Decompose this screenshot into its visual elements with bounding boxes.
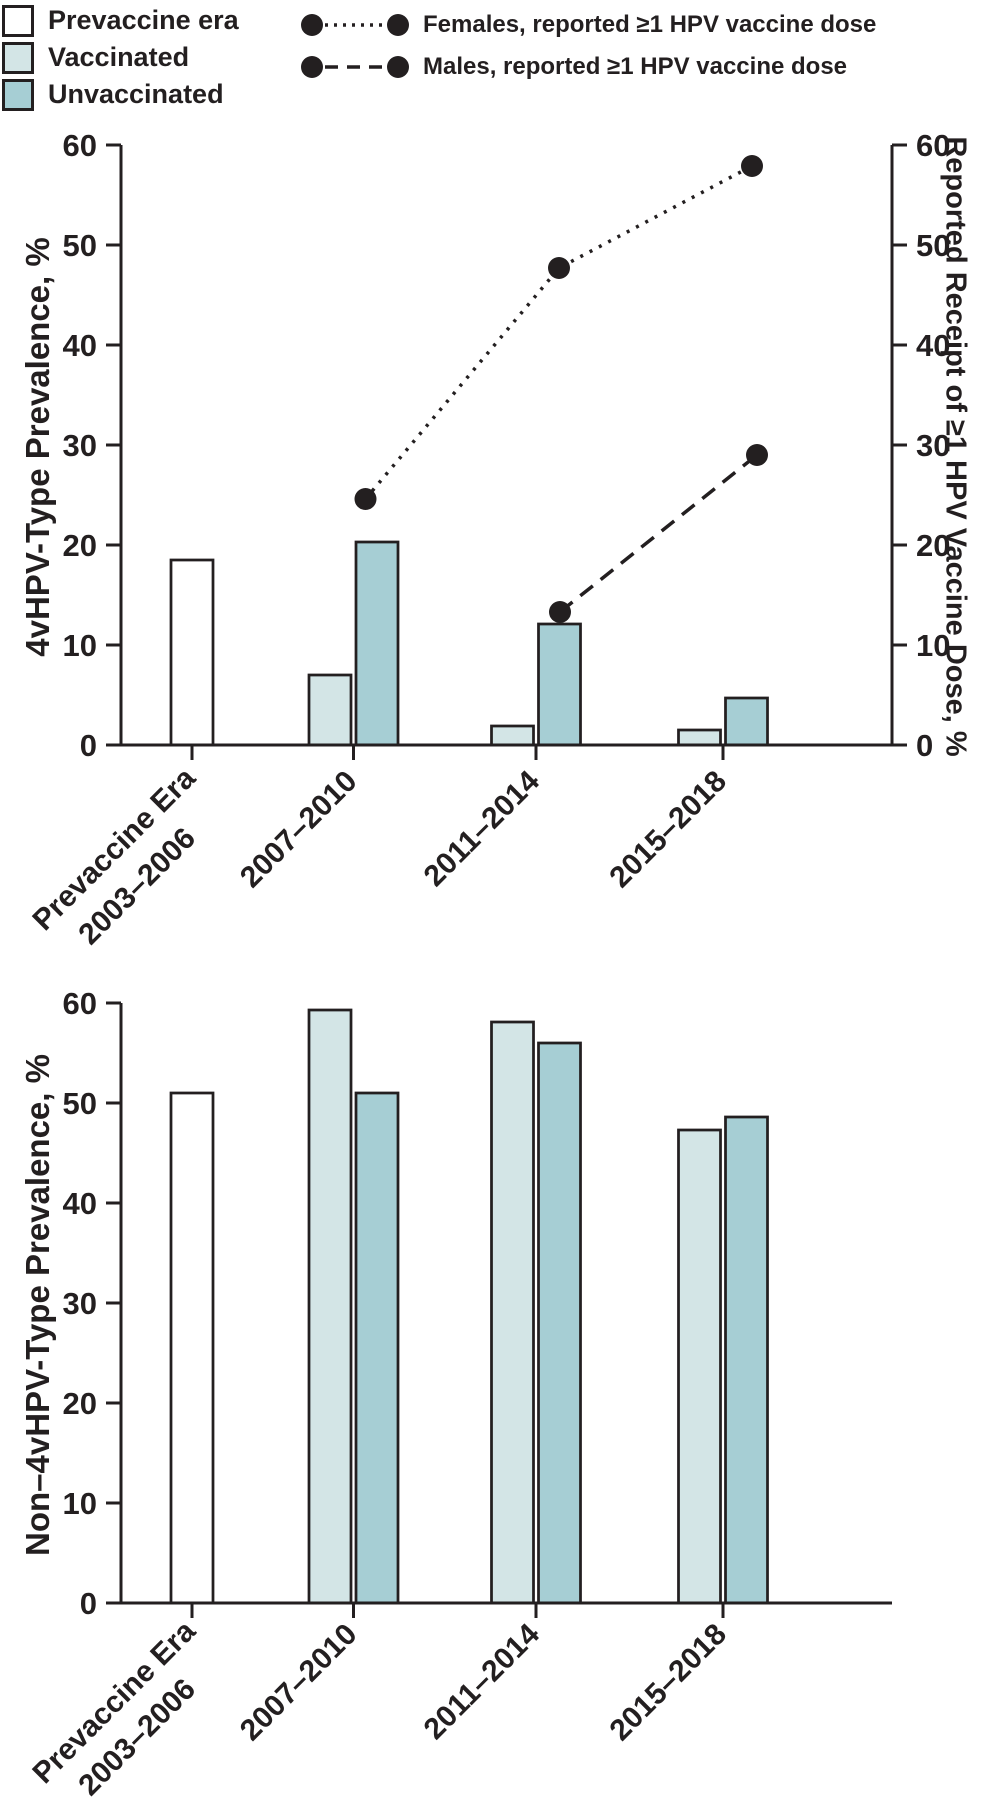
bar-unvaccinated-2007-2010 bbox=[354, 540, 400, 747]
vaccinated-swatch bbox=[2, 41, 34, 74]
y-axis-tick-label: 0 bbox=[80, 728, 97, 763]
y-axis-tick-label: 40 bbox=[63, 328, 97, 363]
y-axis-tick-label: 0 bbox=[80, 1586, 97, 1621]
right-y-axis-tick-label: 20 bbox=[916, 528, 950, 563]
males-dashed-line bbox=[558, 453, 759, 614]
line-legend: Females, reported ≥1 HPV vaccine dose Ma… bbox=[299, 4, 876, 88]
right-y-axis-tick-label: 0 bbox=[916, 728, 933, 763]
category-label: 2011–2014 bbox=[418, 764, 547, 893]
category-label: 2015–2018 bbox=[603, 1618, 733, 1748]
females-dotted-line bbox=[364, 164, 753, 501]
y-axis-tick-label: 10 bbox=[63, 628, 97, 663]
bar-vaccinated-2011-2014 bbox=[490, 724, 535, 747]
y-axis-tick-label: 30 bbox=[63, 428, 97, 463]
bar-unvaccinated-2011-2014 bbox=[537, 1041, 582, 1605]
right-y-axis-tick-label: 30 bbox=[916, 428, 950, 463]
category-label: 2011–2014 bbox=[418, 1617, 547, 1746]
bar-vaccinated-2007-2010 bbox=[307, 673, 353, 747]
category-label: 2007–2010 bbox=[234, 765, 364, 895]
legend-label: Males, reported ≥1 HPV vaccine dose bbox=[423, 53, 848, 80]
bar-vaccinated-2015-2018 bbox=[677, 1128, 722, 1605]
right-y-axis-tick-label: 10 bbox=[916, 628, 950, 663]
y-axis-tick-label: 50 bbox=[63, 1086, 97, 1121]
y-axis-tick-label: 20 bbox=[63, 1386, 97, 1421]
prevaccine-era-swatch bbox=[2, 4, 34, 37]
males-marker-dot bbox=[746, 444, 768, 466]
dotted-line-sample-icon bbox=[301, 14, 409, 36]
y-axis-tick-label: 60 bbox=[63, 128, 97, 163]
bar-vaccinated-2011-2014 bbox=[490, 1020, 535, 1605]
category-label: 2015–2018 bbox=[603, 765, 733, 895]
bar-vaccinated-2007-2010 bbox=[307, 1008, 353, 1605]
bar-unvaccinated-2007-2010 bbox=[354, 1091, 400, 1605]
legend-item-males-line: Males, reported ≥1 HPV vaccine dose bbox=[299, 46, 876, 88]
right-y-axis-tick-label: 40 bbox=[916, 328, 950, 363]
dashed-line-sample-icon bbox=[301, 56, 409, 78]
category-label: 2007–2010 bbox=[234, 1618, 364, 1748]
y-axis-tick-label: 60 bbox=[63, 986, 97, 1021]
legend-item-unvaccinated: Unvaccinated bbox=[2, 76, 239, 113]
y-axis-tick-label: 10 bbox=[63, 1486, 97, 1521]
top-chart-y-axis-title: 4vHPV-Type Prevalence, % bbox=[19, 237, 56, 657]
bar-unvaccinated-2015-2018 bbox=[724, 1115, 769, 1605]
legend-label: Unvaccinated bbox=[48, 79, 224, 109]
legend-label: Females, reported ≥1 HPV vaccine dose bbox=[423, 11, 877, 38]
axis-spines bbox=[119, 145, 892, 747]
bar-vaccinated-2015-2018 bbox=[677, 728, 722, 747]
bar-legend: Prevaccine era Vaccinated Unvaccinated bbox=[2, 2, 239, 113]
y-axis-tick-label: 40 bbox=[63, 1186, 97, 1221]
bar-prevaccine-era-prevaccine-era bbox=[169, 1091, 215, 1605]
legend-label: Prevaccine era bbox=[48, 5, 239, 35]
y-axis-tick-label: 50 bbox=[63, 228, 97, 263]
y-axis-tick-label: 20 bbox=[63, 528, 97, 563]
right-y-axis-tick-label: 60 bbox=[916, 128, 950, 163]
top-chart-right-y-axis-title: Reported Receipt of ≥1 HPV Vaccine Dose,… bbox=[939, 136, 972, 757]
right-y-axis-tick-label: 50 bbox=[916, 228, 950, 263]
legend-item-vaccinated: Vaccinated bbox=[2, 39, 239, 76]
males-marker-dot bbox=[549, 601, 571, 623]
bar-unvaccinated-2011-2014 bbox=[537, 622, 582, 747]
legend-item-females-line: Females, reported ≥1 HPV vaccine dose bbox=[299, 4, 876, 46]
y-axis-tick-label: 30 bbox=[63, 1286, 97, 1321]
females-marker-dot bbox=[741, 155, 763, 177]
females-marker-dot bbox=[354, 488, 377, 510]
females-marker-dot bbox=[548, 257, 570, 279]
bar-prevaccine-era-prevaccine-era bbox=[169, 558, 215, 747]
legend-label: Vaccinated bbox=[48, 42, 190, 72]
bar-unvaccinated-2015-2018 bbox=[724, 696, 769, 747]
legend-item-prevaccine-era: Prevaccine era bbox=[2, 2, 239, 39]
unvaccinated-swatch bbox=[2, 78, 34, 111]
bottom-chart-y-axis-title: Non–4vHPV-Type Prevalence, % bbox=[19, 1054, 56, 1556]
